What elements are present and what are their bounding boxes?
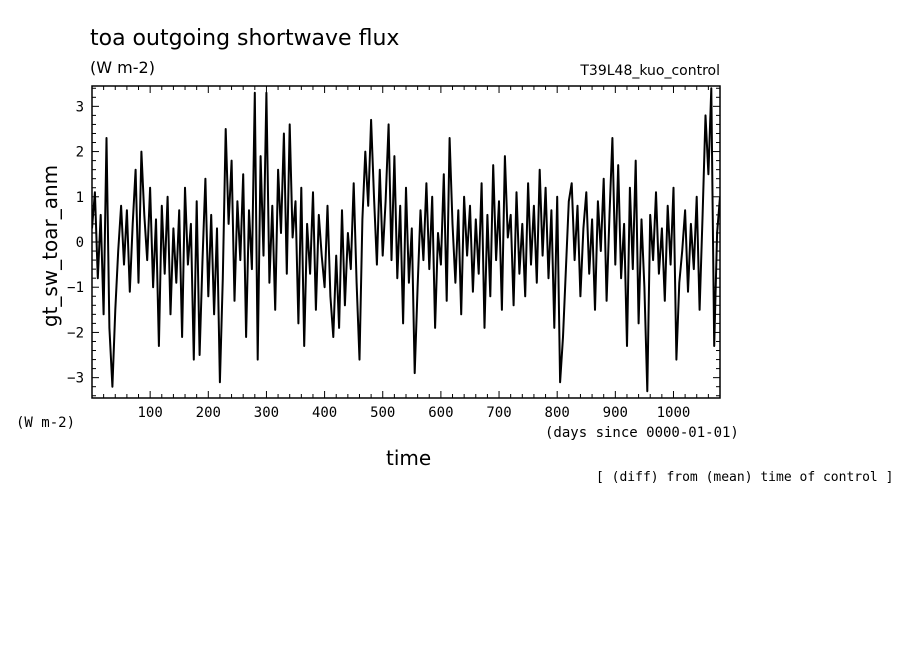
x-axis-label: time — [386, 446, 432, 470]
series-line-0 — [92, 87, 720, 393]
run-name: T39L48_kuo_control — [580, 63, 720, 79]
y-axis-units: (W m-2) — [16, 415, 76, 431]
chart-title: toa outgoing shortwave flux — [90, 26, 400, 51]
x-tick-label: 700 — [486, 405, 511, 421]
y-tick-label: 0 — [76, 235, 84, 251]
x-tick-label: 100 — [137, 405, 162, 421]
x-tick-label: 400 — [312, 405, 337, 421]
y-tick-label: −2 — [67, 325, 84, 341]
y-tick-label: −3 — [67, 371, 84, 387]
x-axis-units: (days since 0000-01-01) — [545, 425, 739, 441]
y-tick-label: −1 — [67, 280, 84, 296]
y-tick-label: 2 — [76, 145, 84, 161]
x-tick-label: 800 — [545, 405, 570, 421]
x-tick-label: 1000 — [657, 405, 691, 421]
x-tick-label: 600 — [428, 405, 453, 421]
x-tick-label: 500 — [370, 405, 395, 421]
footnote: [ (diff) from (mean) time of control ] — [596, 470, 894, 485]
y-tick-label: 1 — [76, 190, 84, 206]
x-tick-label: 900 — [603, 405, 628, 421]
x-tick-label: 200 — [196, 405, 221, 421]
y-tick-label: 3 — [76, 99, 84, 115]
x-tick-label: 300 — [254, 405, 279, 421]
chart-units: (W m-2) — [90, 58, 155, 77]
